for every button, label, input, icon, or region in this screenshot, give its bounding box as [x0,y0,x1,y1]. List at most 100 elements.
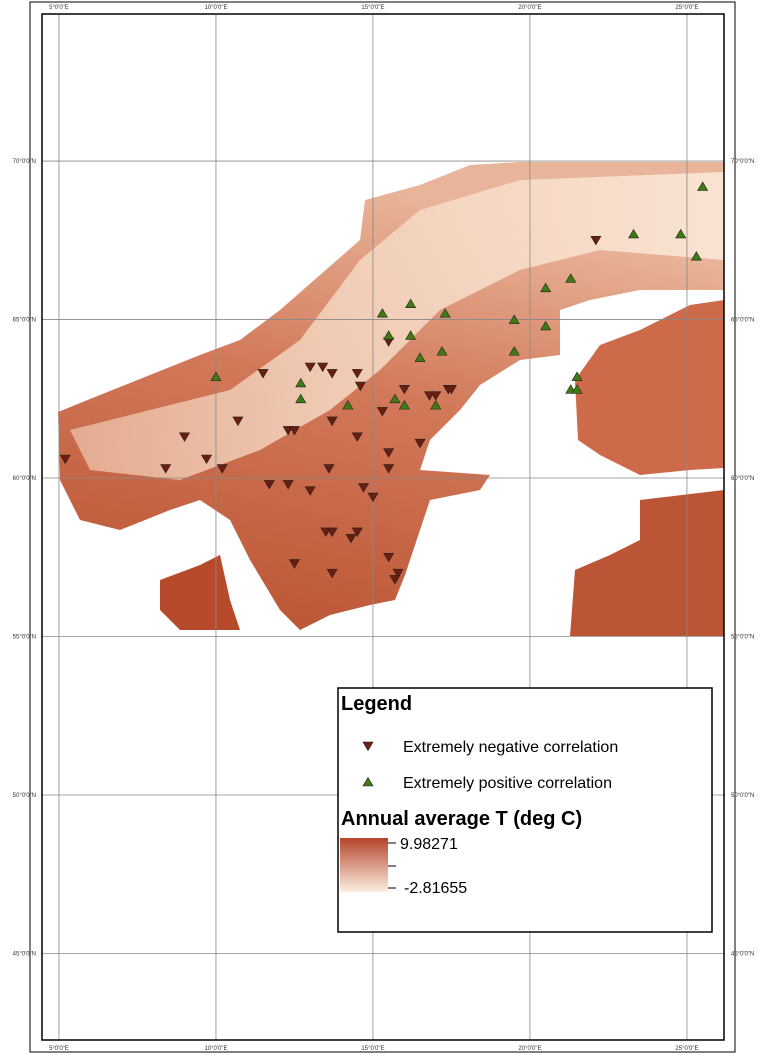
station-marker [430,400,442,410]
y-tick-label: 70°0'0"N [731,159,754,165]
station-marker [282,480,294,490]
station-marker [59,454,71,465]
station-marker [326,369,338,379]
station-marker [323,464,335,474]
y-tick-label: 60°0'0"N [13,476,36,482]
legend-box [337,687,713,933]
station-marker [430,391,442,401]
station-marker [326,568,338,579]
station-marker [179,432,191,442]
station-marker [288,559,300,569]
y-tick-label: 65°0'0"N [13,318,36,324]
legend-label: Extremely negative correlation [403,739,618,756]
station-marker [414,438,426,449]
colorbar-title: Annual average T (deg C) [341,808,582,830]
x-tick-label: 20°0'0"E [518,5,541,11]
station-marker [571,371,583,381]
x-tick-label: 10°0'0"E [204,1046,227,1052]
y-tick-label: 70°0'0"N [13,159,36,165]
station-marker [354,381,366,392]
station-marker [326,527,338,538]
scandinavia [58,162,724,630]
x-tick-label: 15°0'0"E [361,5,384,11]
station-marker [376,308,388,318]
y-tick-label: 45°0'0"N [13,951,36,957]
x-tick-label: 10°0'0"E [204,5,227,11]
station-marker [295,377,307,388]
colorbar-max: 9.98271 [400,836,458,853]
y-tick-label: 45°0'0"N [731,951,754,957]
station-marker [383,552,395,563]
station-marker [405,330,417,340]
y-tick-label: 55°0'0"N [731,635,754,641]
station-marker [367,492,379,503]
station-marker [383,464,395,474]
station-marker [565,273,577,283]
station-marker [508,314,520,324]
station-marker [414,352,426,362]
station-marker [389,393,401,404]
mountain-ridge [70,172,724,480]
station-marker [508,346,520,356]
station-marker [697,181,709,191]
y-tick-label: 60°0'0"N [731,476,754,482]
station-marker [590,236,602,246]
colorbar [340,838,388,892]
station-marker [342,400,354,410]
baltic [570,490,724,636]
station-marker [288,426,300,436]
station-marker [675,228,687,239]
station-marker [201,454,213,465]
finland [575,300,724,475]
x-tick-label: 25°0'0"E [675,1046,698,1052]
station-marker [383,330,395,340]
legend-title: Legend [341,693,412,715]
station-marker [257,369,269,379]
station-marker [351,527,363,538]
station-marker [160,464,172,474]
station-marker [326,416,338,427]
legend-marker [362,741,374,752]
station-marker [232,416,244,427]
y-tick-label: 65°0'0"N [731,318,754,324]
station-marker [439,308,451,318]
station-marker [628,228,640,239]
colorbar-min: -2.81655 [404,880,467,897]
land [58,162,724,636]
station-marker [295,393,307,404]
x-tick-label: 5°0'0"E [49,5,69,11]
station-marker [304,486,316,496]
x-tick-label: 20°0'0"E [518,1046,541,1052]
station-marker [376,407,388,417]
station-marker [358,483,370,493]
station-marker [392,568,404,579]
markers [59,181,709,585]
station-marker [571,384,583,394]
station-marker [540,282,552,293]
station-marker [405,298,417,309]
legend: Extremely negative correlation Extremely … [340,739,618,892]
station-marker [389,575,401,585]
station-marker [345,533,357,544]
station-marker [351,369,363,379]
legend-marker [362,776,374,787]
station-marker [351,432,363,442]
x-tick-label: 15°0'0"E [361,1046,384,1052]
station-marker [263,480,275,490]
legend-label: Extremely positive correlation [403,775,612,792]
y-tick-label: 50°0'0"N [731,793,754,799]
y-tick-label: 55°0'0"N [13,635,36,641]
station-marker [436,346,448,356]
station-marker [445,384,457,395]
station-marker [317,362,329,373]
map-frame [41,13,725,1041]
outer-frame [29,1,736,1053]
station-marker [216,464,228,474]
station-marker [398,384,410,395]
denmark [160,555,240,630]
x-tick-label: 5°0'0"E [49,1046,69,1052]
station-marker [690,251,702,261]
y-tick-label: 50°0'0"N [13,793,36,799]
x-tick-label: 25°0'0"E [675,5,698,11]
